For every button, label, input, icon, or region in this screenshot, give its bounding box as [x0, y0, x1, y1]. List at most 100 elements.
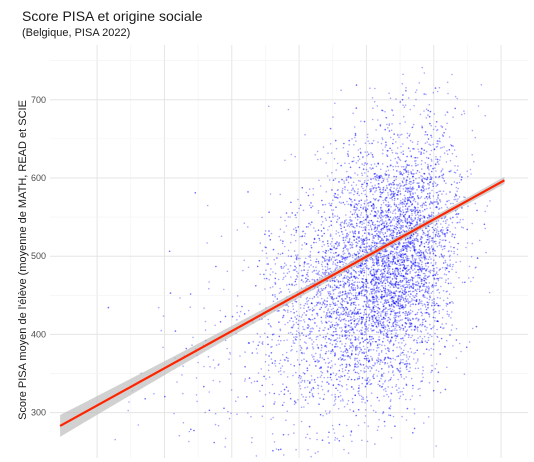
scatter-point	[324, 288, 326, 290]
scatter-point	[399, 307, 401, 310]
scatter-point	[421, 268, 423, 270]
scatter-point	[373, 314, 376, 317]
scatter-point	[364, 200, 366, 202]
scatter-point	[304, 257, 307, 260]
scatter-point	[436, 226, 439, 228]
scatter-point	[280, 339, 282, 342]
scatter-point	[407, 313, 409, 316]
scatter-point	[287, 268, 290, 271]
scatter-point	[359, 147, 362, 150]
scatter-point	[430, 216, 432, 218]
scatter-point	[319, 334, 321, 337]
scatter-point	[358, 293, 360, 296]
scatter-point	[358, 202, 360, 205]
scatter-point	[413, 225, 416, 228]
scatter-point	[390, 250, 392, 253]
scatter-point	[375, 317, 377, 320]
scatter-point	[428, 302, 430, 304]
scatter-point	[352, 160, 355, 162]
scatter-point	[286, 410, 289, 413]
scatter-point	[411, 241, 414, 244]
scatter-point	[388, 273, 390, 276]
scatter-point	[445, 161, 448, 163]
scatter-point	[389, 273, 392, 275]
scatter-point	[350, 192, 352, 194]
scatter-point	[348, 192, 351, 194]
scatter-point	[305, 243, 308, 245]
scatter-point	[274, 281, 276, 284]
scatter-point	[463, 110, 465, 112]
scatter-point	[358, 158, 361, 160]
scatter-point	[404, 343, 407, 346]
scatter-point	[372, 203, 374, 205]
scatter-point	[402, 143, 404, 145]
scatter-point	[405, 283, 408, 286]
scatter-point	[343, 308, 346, 310]
scatter-point	[272, 416, 274, 419]
scatter-point	[373, 329, 375, 331]
scatter-point	[354, 357, 356, 360]
scatter-point	[327, 309, 329, 312]
scatter-point	[371, 315, 374, 318]
scatter-point	[386, 362, 389, 365]
scatter-point	[313, 360, 316, 363]
scatter-point	[419, 387, 421, 390]
scatter-point	[393, 231, 396, 234]
scatter-point	[397, 300, 399, 303]
scatter-point	[305, 360, 308, 363]
scatter-point	[426, 312, 428, 314]
scatter-point	[421, 280, 423, 283]
scatter-point	[447, 278, 450, 280]
scatter-point	[395, 189, 398, 191]
scatter-point	[416, 143, 419, 145]
scatter-point	[396, 312, 399, 314]
scatter-point	[344, 358, 347, 361]
scatter-point	[403, 265, 406, 267]
scatter-point	[335, 311, 338, 314]
scatter-point	[362, 264, 364, 266]
scatter-point	[346, 235, 349, 237]
scatter-point	[442, 308, 444, 311]
scatter-point	[327, 259, 330, 261]
scatter-point	[376, 213, 378, 215]
scatter-point	[427, 287, 430, 290]
scatter-point	[418, 318, 420, 321]
scatter-point	[380, 313, 382, 315]
scatter-point	[417, 388, 420, 391]
scatter-point	[369, 167, 371, 169]
scatter-point	[375, 257, 377, 260]
scatter-point	[271, 383, 274, 386]
scatter-point	[471, 242, 474, 245]
scatter-point	[357, 149, 360, 151]
scatter-point	[362, 364, 365, 366]
scatter-point	[340, 400, 342, 402]
scatter-point	[340, 320, 342, 322]
scatter-point	[374, 172, 376, 175]
scatter-point	[355, 313, 358, 315]
scatter-point	[397, 271, 400, 274]
scatter-point	[329, 233, 332, 235]
scatter-point	[368, 304, 370, 306]
scatter-point	[379, 195, 382, 198]
scatter-point	[279, 239, 282, 241]
scatter-point	[373, 273, 376, 275]
scatter-point	[410, 240, 413, 243]
scatter-point	[188, 440, 190, 443]
scatter-point	[339, 294, 341, 297]
scatter-point	[387, 265, 390, 267]
scatter-point	[387, 255, 390, 257]
scatter-point	[394, 248, 396, 250]
scatter-point	[332, 298, 335, 301]
scatter-point	[319, 356, 321, 359]
scatter-point	[367, 140, 370, 142]
scatter-point	[356, 207, 359, 210]
scatter-point	[348, 144, 351, 146]
scatter-point	[453, 149, 456, 151]
scatter-point	[303, 358, 305, 361]
scatter-point	[357, 266, 360, 269]
scatter-point	[415, 98, 417, 101]
scatter-point	[399, 354, 402, 356]
scatter-point	[383, 295, 386, 297]
scatter-point	[388, 329, 391, 332]
scatter-point	[282, 267, 285, 269]
